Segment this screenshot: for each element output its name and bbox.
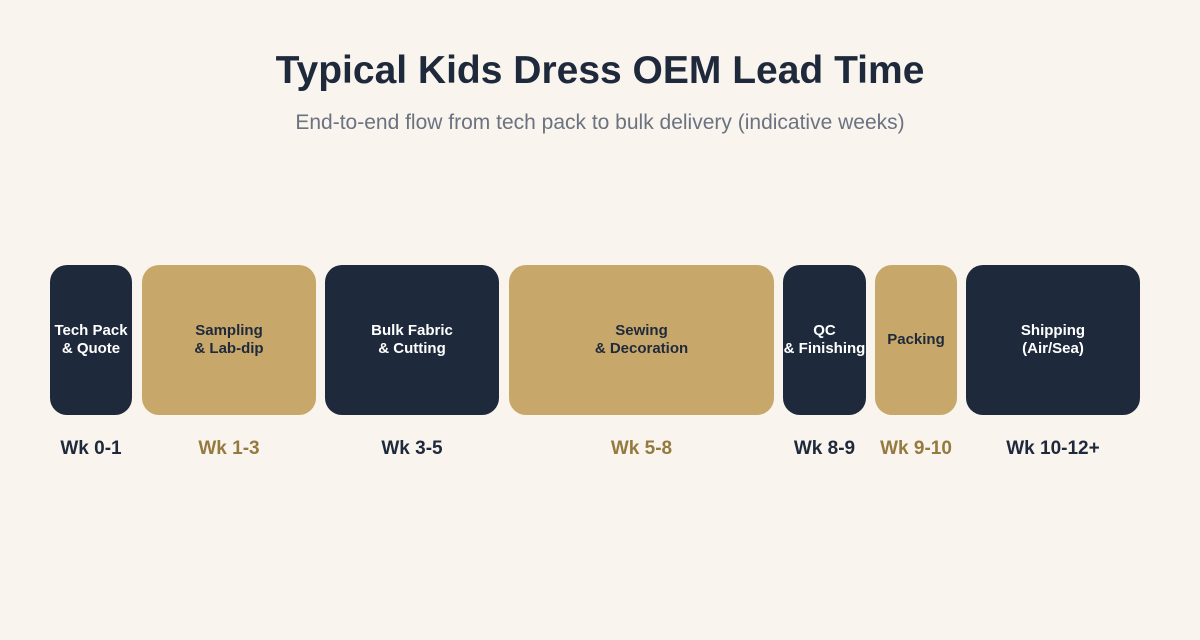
stage-box: Shipping (Air/Sea) [966,265,1140,415]
stage-weeks: Wk 3-5 [381,438,443,459]
timeline: Tech Pack & Quote Wk 0-1 Sampling & Lab-… [0,265,1200,465]
stage-weeks: Wk 8-9 [793,438,856,459]
stage-weeks: Wk 1-3 [198,438,260,459]
stage-box: Tech Pack & Quote [50,265,132,415]
stage-weeks: Wk 5-8 [610,438,673,459]
stage-box: Bulk Fabric & Cutting [325,265,499,415]
stage-box: Packing [875,265,957,415]
stage-box: Sewing & Decoration [509,265,774,415]
stage-box: QC & Finishing [783,265,866,415]
page-subtitle: End-to-end flow from tech pack to bulk d… [295,111,905,134]
stage-box: Sampling & Lab-dip [142,265,316,415]
page-title: Typical Kids Dress OEM Lead Time [275,49,925,92]
stage-weeks: Wk 0-1 [60,438,122,459]
stage-weeks: Wk 10-12+ [1006,438,1100,459]
stage-weeks: Wk 9-10 [880,438,952,459]
